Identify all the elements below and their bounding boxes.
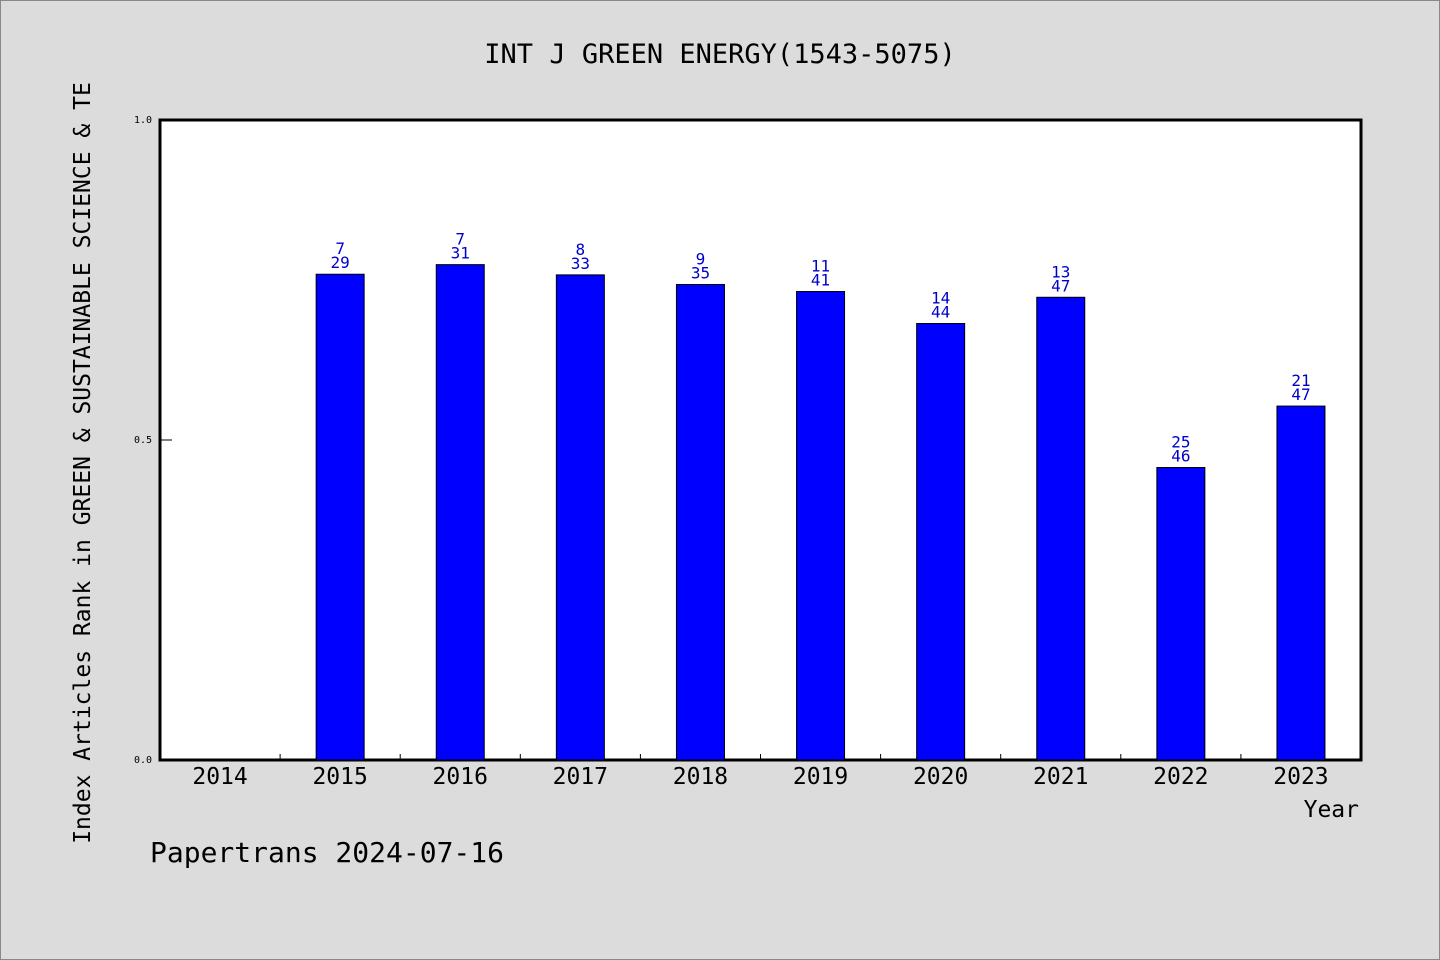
x-tick-label: 2019 bbox=[793, 764, 848, 790]
y-axis: 0.0 0.5 1.0 bbox=[134, 115, 172, 766]
y-axis-label: Index Articles Rank in GREEN & SUSTAINAB… bbox=[70, 82, 96, 844]
bar-2023 bbox=[1276, 405, 1326, 761]
x-tick-label: 2016 bbox=[433, 764, 488, 790]
bar-total-label: 41 bbox=[811, 271, 830, 290]
x-tick-label: 2021 bbox=[1033, 764, 1088, 790]
chart-title: INT J GREEN ENERGY(1543-5075) bbox=[484, 39, 955, 70]
y-tick-label: 0.0 bbox=[134, 755, 152, 766]
x-axis: 2014 2015 2016 2017 2018 2019 2020 2021 2022 2023 bbox=[192, 754, 1329, 790]
bar-rank-label: 14 bbox=[931, 289, 950, 308]
bar-total-label: 46 bbox=[1171, 447, 1190, 466]
bar-2021 bbox=[1036, 296, 1086, 761]
x-tick-label: 2014 bbox=[192, 764, 247, 790]
bar-rank-label: 13 bbox=[1051, 262, 1070, 281]
bar-total-label: 31 bbox=[451, 244, 470, 263]
bar-2020 bbox=[916, 323, 966, 761]
bar-series bbox=[315, 264, 1326, 761]
bar-rank-label: 11 bbox=[811, 257, 830, 276]
x-tick-label: 2017 bbox=[553, 764, 608, 790]
bar-total-label: 35 bbox=[691, 263, 710, 282]
bar-2018 bbox=[675, 283, 725, 761]
x-tick-label: 2022 bbox=[1153, 764, 1208, 790]
footer-credit: Papertrans 2024-07-16 bbox=[150, 836, 504, 869]
bar-total-label: 29 bbox=[331, 253, 350, 272]
bar-2016 bbox=[435, 264, 485, 761]
bar-total-label: 33 bbox=[571, 254, 590, 273]
bar-rank-label: 21 bbox=[1291, 371, 1310, 390]
x-tick-label: 2018 bbox=[673, 764, 728, 790]
x-tick-label: 2023 bbox=[1273, 764, 1328, 790]
bar-rank-label: 9 bbox=[696, 249, 706, 268]
bar-2019 bbox=[796, 291, 846, 761]
bar-2017 bbox=[555, 274, 605, 761]
bar-total-label: 47 bbox=[1051, 276, 1070, 295]
y-tick-label: 0.5 bbox=[134, 435, 152, 446]
bar-rank-label: 8 bbox=[576, 240, 586, 259]
bar-rank-label: 25 bbox=[1171, 433, 1190, 452]
x-tick-label: 2020 bbox=[913, 764, 968, 790]
x-axis-label: Year bbox=[1304, 797, 1359, 823]
x-tick-label: 2015 bbox=[312, 764, 367, 790]
bar-total-label: 47 bbox=[1291, 385, 1310, 404]
bar-total-label: 44 bbox=[931, 303, 950, 322]
bar-2015 bbox=[315, 273, 365, 761]
bar-2022 bbox=[1156, 467, 1206, 761]
bar-rank-label: 7 bbox=[455, 230, 465, 249]
y-tick-label: 1.0 bbox=[134, 115, 152, 126]
bar-rank-label: 7 bbox=[335, 239, 345, 258]
